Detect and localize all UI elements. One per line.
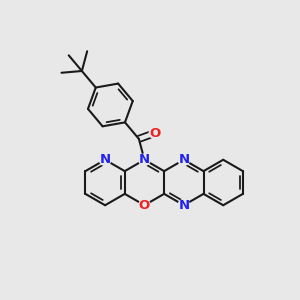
Circle shape: [149, 128, 160, 139]
Text: N: N: [178, 153, 189, 166]
Circle shape: [99, 154, 111, 165]
Text: N: N: [178, 199, 189, 212]
Text: N: N: [139, 153, 150, 166]
Circle shape: [139, 154, 150, 165]
Text: N: N: [100, 153, 111, 166]
Text: O: O: [149, 127, 161, 140]
Text: O: O: [139, 199, 150, 212]
Circle shape: [139, 200, 150, 211]
Circle shape: [178, 154, 190, 165]
Circle shape: [178, 200, 190, 211]
